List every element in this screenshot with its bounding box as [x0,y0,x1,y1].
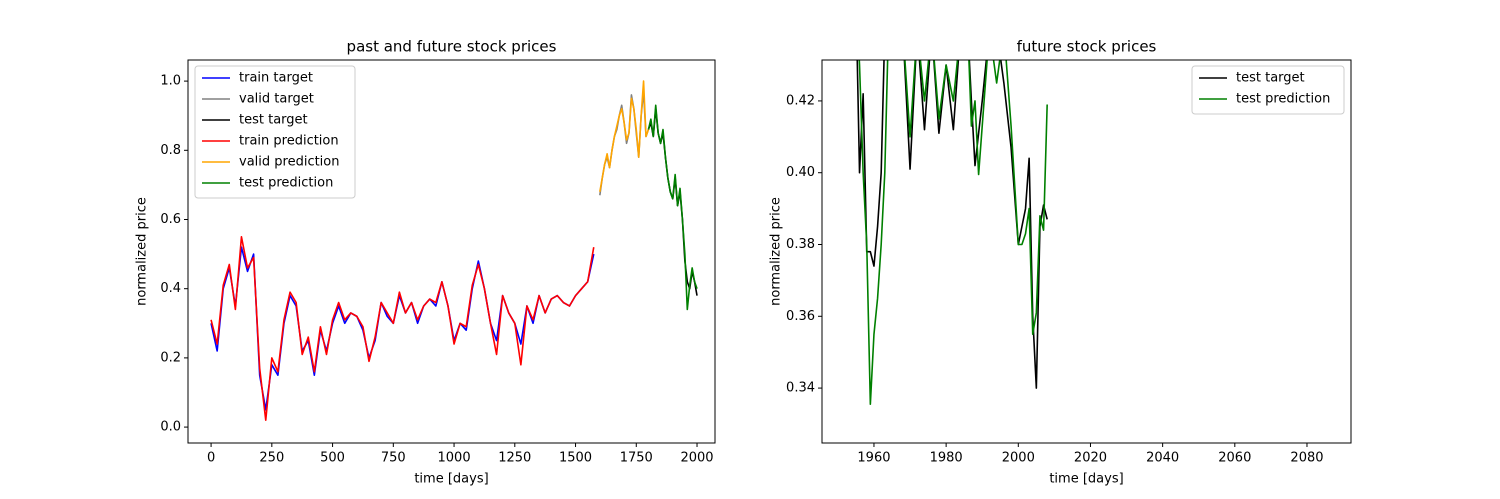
x-tick-label: 2020 [1074,451,1107,466]
y-tick-label: 0.0 [160,420,181,435]
series-line [647,107,698,296]
y-tick-label: 0.34 [786,381,815,396]
x-tick-label: 2060 [1218,451,1251,466]
legend-label: valid target [239,92,314,107]
legend-label: test prediction [239,176,333,191]
plot-area [856,60,1048,406]
x-axis-label: time [days] [414,472,488,487]
y-tick-label: 0.6 [160,212,181,227]
x-tick-label: 500 [320,451,345,466]
series-line [599,80,650,192]
x-tick-label: 1000 [438,451,471,466]
legend-label: train target [239,71,313,86]
series-line [210,236,595,421]
x-tick-label: 1750 [620,451,653,466]
legend-label: test target [1236,71,1305,86]
y-tick-label: 0.42 [786,93,815,108]
x-tick-label: 1960 [857,451,890,466]
y-axis-label: normalized price [769,197,784,306]
legend-label: test prediction [1236,92,1330,107]
y-tick-label: 0.4 [160,281,181,296]
legend-label: test target [239,113,308,128]
x-tick-label: 2040 [1146,451,1179,466]
series-line [856,60,1048,389]
x-tick-label: 2000 [680,451,713,466]
y-tick-label: 0.38 [786,237,815,252]
plot-area [210,80,698,421]
x-tick-label: 2000 [1002,451,1035,466]
plot-frame [187,59,716,444]
x-tick-label: 1980 [930,451,963,466]
y-tick-label: 0.2 [160,350,181,365]
plot-frame [821,59,1352,444]
y-tick-label: 1.0 [160,74,181,89]
x-tick-label: 1250 [498,451,531,466]
y-tick-label: 0.8 [160,143,181,158]
x-axis-label: time [days] [1049,472,1123,487]
x-tick-label: 1500 [559,451,592,466]
series-line [647,104,698,311]
legend-label: valid prediction [239,155,340,170]
x-tick-label: 2080 [1290,451,1323,466]
y-tick-label: 0.40 [786,165,815,180]
legend-box [194,65,356,199]
x-tick-label: 0 [207,451,215,466]
series-line [858,60,1048,406]
x-tick-label: 750 [381,451,406,466]
y-axis-label: normalized price [135,197,150,306]
chart-title: past and future stock prices [347,38,557,56]
legend-box [1191,65,1345,115]
x-tick-label: 250 [259,451,284,466]
chart-title: future stock prices [1017,38,1157,56]
y-tick-label: 0.36 [786,309,815,324]
legend-label: train prediction [239,134,339,149]
